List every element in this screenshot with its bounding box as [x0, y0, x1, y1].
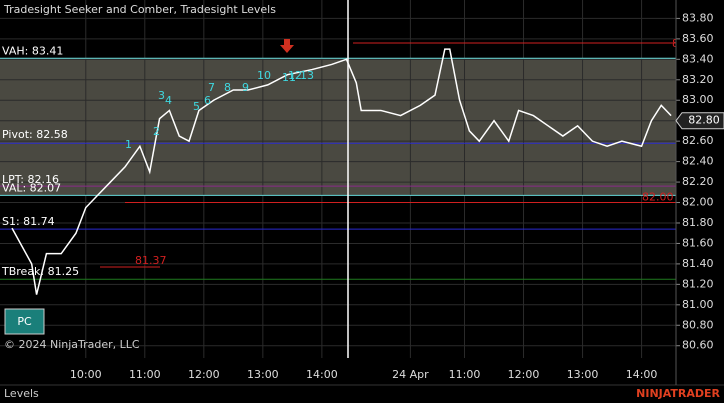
x-tick-label: 11:00 — [449, 368, 481, 381]
down-arrow — [280, 39, 294, 53]
y-tick-label: 83.80 — [682, 11, 714, 24]
level-label: VAH: 83.41 — [2, 44, 63, 57]
signal-label: 12 — [288, 69, 302, 82]
x-tick-label: 12:00 — [508, 368, 540, 381]
price-tag — [675, 112, 724, 130]
y-tick-label: 81.00 — [682, 298, 714, 311]
y-tick-label: 82.40 — [682, 155, 714, 168]
y-tick-label: 81.40 — [682, 257, 714, 270]
signal-label: 11 — [282, 71, 296, 84]
signal-label: 2 — [153, 125, 160, 138]
y-tick-label: 80.60 — [682, 339, 714, 352]
level-label: TBreak: 81.25 — [1, 265, 79, 278]
x-tick-label: 10:00 — [70, 368, 102, 381]
x-tick-label: 12:00 — [188, 368, 220, 381]
x-tick-label: 11:00 — [129, 368, 161, 381]
level-label: S1: 81.74 — [2, 215, 55, 228]
signal-label: 1 — [125, 138, 132, 151]
value-area — [0, 58, 676, 196]
copyright: © 2024 NinjaTrader, LLC — [4, 338, 140, 351]
y-tick-label: 82.60 — [682, 134, 714, 147]
signal-label: 13 — [300, 69, 314, 82]
tab-label[interactable]: Levels — [4, 387, 39, 400]
brand-logo: NINJATRADER — [636, 387, 720, 400]
y-tick-label: 83.60 — [682, 32, 714, 45]
y-tick-label: 83.20 — [682, 73, 714, 86]
price-line — [11, 48, 672, 295]
signal-label: 7 — [208, 81, 215, 94]
y-tick-label: 83.00 — [682, 93, 714, 106]
signal-label: 4 — [165, 94, 172, 107]
y-tick-label: 83.40 — [682, 52, 714, 65]
pc-button[interactable] — [4, 308, 45, 335]
level-label: 82.00 — [642, 191, 674, 204]
x-tick-label: 14:00 — [626, 368, 658, 381]
y-tick-label: 82.20 — [682, 175, 714, 188]
signal-label: 8 — [224, 81, 231, 94]
chart-title: Tradesight Seeker and Comber, Tradesight… — [3, 3, 276, 16]
y-tick-label: 80.80 — [682, 318, 714, 331]
level-label: LPT: 82.16 — [2, 173, 59, 186]
y-tick-label: 82.00 — [682, 196, 714, 209]
level-label: 81.37 — [135, 254, 167, 267]
pc-button-label[interactable]: PC — [17, 315, 32, 328]
y-tick-label: 81.80 — [682, 216, 714, 229]
level-label: 83.56 — [672, 37, 704, 50]
x-tick-label: 14:00 — [306, 368, 338, 381]
x-tick-label: 13:00 — [567, 368, 599, 381]
signal-label: 10 — [257, 69, 271, 82]
price-tag-label: 82.80 — [688, 114, 720, 127]
level-label: Pivot: 82.58 — [2, 128, 68, 141]
x-tick-label: 13:00 — [247, 368, 279, 381]
y-tick-label: 81.20 — [682, 277, 714, 290]
signal-label: 3 — [158, 89, 165, 102]
level-label: VAL: 82.07 — [2, 181, 61, 194]
signal-label: 6 — [204, 94, 211, 107]
x-tick-label: 24 Apr — [392, 368, 429, 381]
y-tick-label: 81.60 — [682, 236, 714, 249]
signal-label: 5 — [193, 100, 200, 113]
signal-label: 9 — [242, 81, 249, 94]
